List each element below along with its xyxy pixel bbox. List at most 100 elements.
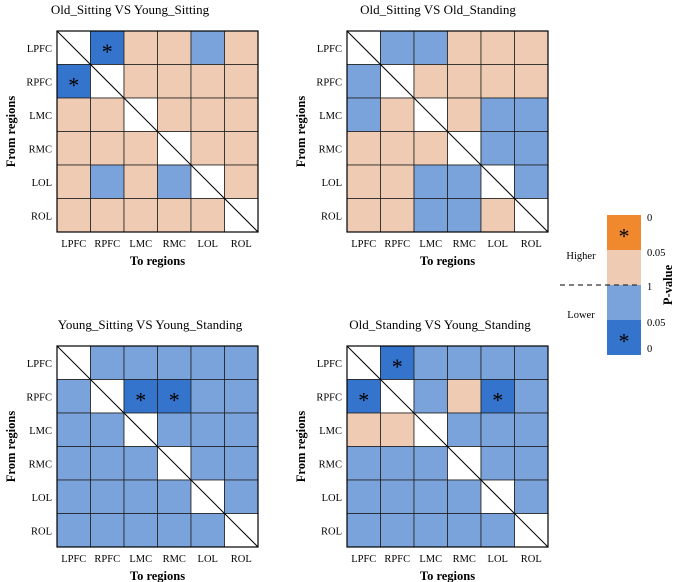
heatmap-cell-ROL-LMC	[413, 513, 448, 548]
heatmap-cell-LMC-RMC	[447, 412, 482, 447]
y-axis-label: From regions	[294, 96, 308, 168]
heatmap-cell-LPFC-ROL	[224, 345, 259, 380]
heatmap-cell-RMC-LPFC	[56, 446, 91, 481]
heatmap-cell-LMC-ROL	[514, 97, 549, 132]
heatmap-cell-LPFC-RMC	[447, 345, 482, 380]
significance-star: *	[102, 39, 113, 64]
legend-tick-label: 1	[647, 282, 652, 293]
heatmap-cell-LOL-ROL	[514, 479, 549, 514]
diagonal-line	[346, 30, 549, 233]
heatmap-cell-RMC-LOL	[190, 131, 225, 166]
legend-star: *	[619, 224, 630, 249]
panel-border	[346, 30, 549, 233]
heatmap-panel-2: Old_Sitting VS Old_Standing LPFC RPFC LMC RM…	[294, 2, 549, 268]
row-tick-label: ROL	[31, 526, 52, 537]
heatmap-cell-RPFC-RMC	[157, 379, 192, 414]
column-tick-label: LPFC	[351, 239, 376, 250]
heatmap-cell-RMC-ROL	[514, 131, 549, 166]
heatmap-cell-LMC-RMC	[157, 97, 192, 132]
heatmap-cell-RPFC-LOL	[190, 64, 225, 99]
column-tick-label: ROL	[231, 239, 252, 250]
column-tick-label: RPFC	[94, 554, 120, 565]
heatmap-cell-LMC-LPFC	[346, 412, 381, 447]
heatmap-cell-LOL-LPFC	[346, 164, 381, 199]
heatmap-cell-LMC-ROL	[514, 412, 549, 447]
heatmap-cell-ROL-LOL	[190, 513, 225, 548]
x-axis-label: To regions	[420, 254, 475, 268]
heatmap-cell-LPFC-RPFC	[90, 345, 125, 380]
heatmap-cell-LOL-LPFC	[56, 479, 91, 514]
row-tick-label: LPFC	[317, 359, 342, 370]
diagonal-line	[56, 345, 259, 548]
significance-star: *	[492, 387, 503, 412]
panel-title: Old_Sitting VS Old_Standing	[360, 2, 516, 17]
column-tick-label: LOL	[198, 239, 218, 250]
heatmap-cell-RPFC-ROL	[514, 379, 549, 414]
heatmap-cell-LPFC-LOL	[190, 30, 225, 65]
heatmap-cell-ROL-RPFC	[380, 198, 415, 233]
heatmap-cell-RPFC-LMC	[413, 64, 448, 99]
panel-border	[56, 345, 259, 548]
row-tick-label: RMC	[29, 144, 52, 155]
heatmap-cell-LPFC-RMC	[447, 30, 482, 65]
column-tick-label: RPFC	[384, 239, 410, 250]
column-tick-label: LMC	[419, 554, 442, 565]
heatmap-cell-ROL-LPFC	[56, 513, 91, 548]
heatmap-cell-LOL-ROL	[514, 164, 549, 199]
row-tick-label: LOL	[32, 493, 52, 504]
legend-tick-label: 0	[647, 344, 652, 355]
heatmap-cell-LMC-LPFC	[56, 97, 91, 132]
heatmap-cell-LOL-LPFC	[56, 164, 91, 199]
column-tick-label: RPFC	[94, 239, 120, 250]
heatmap-cell-RMC-RPFC	[380, 131, 415, 166]
row-tick-label: RMC	[319, 459, 342, 470]
heatmap-cell-LPFC-LOL	[480, 345, 515, 380]
heatmap-cell-RPFC-LOL	[480, 64, 515, 99]
heatmap-cell-LOL-RPFC	[90, 479, 125, 514]
legend-tick-label: 0	[647, 213, 652, 224]
column-tick-label: LMC	[129, 554, 152, 565]
row-tick-label: RMC	[319, 144, 342, 155]
heatmap-cell-RMC-LOL	[190, 446, 225, 481]
x-axis-label: To regions	[130, 569, 185, 582]
heatmap-cell-LMC-LPFC	[56, 412, 91, 447]
heatmap-panel-4: Old_Standing VS Young_Standing * * * LPFC RPF…	[294, 317, 549, 582]
row-tick-label: RPFC	[26, 77, 52, 88]
heatmap-cell-RPFC-ROL	[514, 64, 549, 99]
heatmap-cell-RMC-LPFC	[346, 131, 381, 166]
legend-swatch-higher	[607, 250, 641, 285]
row-tick-label: LOL	[322, 493, 342, 504]
column-tick-label: ROL	[231, 554, 252, 565]
heatmap-cell-RPFC-LPFC	[56, 379, 91, 414]
row-tick-label: LMC	[29, 111, 52, 122]
column-tick-label: RMC	[453, 239, 476, 250]
heatmap-cell-ROL-LPFC	[56, 198, 91, 233]
column-tick-label: LOL	[198, 554, 218, 565]
heatmap-cell-LOL-RPFC	[380, 479, 415, 514]
heatmap-cell-RMC-LPFC	[56, 131, 91, 166]
row-tick-label: LOL	[32, 178, 52, 189]
heatmap-cell-RMC-LMC	[123, 446, 158, 481]
heatmap-cell-LOL-LMC	[413, 479, 448, 514]
column-tick-label: RMC	[163, 239, 186, 250]
p-value-legend: * * 0 0.05 1 0.05 0 Higher Lower P-value	[560, 213, 675, 355]
heatmap-cell-RMC-LMC	[413, 131, 448, 166]
diagonal-line	[56, 30, 259, 233]
heatmap-cell-RPFC-ROL	[224, 64, 259, 99]
heatmap-cell-ROL-RMC	[447, 513, 482, 548]
heatmap-cell-LMC-LOL	[480, 97, 515, 132]
row-tick-label: LMC	[319, 426, 342, 437]
heatmap-cell-RPFC-LPFC	[346, 64, 381, 99]
column-tick-label: ROL	[521, 554, 542, 565]
significance-star: *	[169, 387, 180, 412]
legend-tick-label: 0.05	[647, 248, 665, 259]
row-tick-label: RPFC	[316, 392, 342, 403]
heatmap-cell-RMC-ROL	[514, 446, 549, 481]
significance-star: *	[358, 387, 369, 412]
row-tick-label: LOL	[322, 178, 342, 189]
heatmap-cell-ROL-LMC	[123, 513, 158, 548]
heatmap-cell-ROL-LMC	[123, 198, 158, 233]
heatmap-cell-LOL-LMC	[123, 164, 158, 199]
row-tick-label: RPFC	[316, 77, 342, 88]
